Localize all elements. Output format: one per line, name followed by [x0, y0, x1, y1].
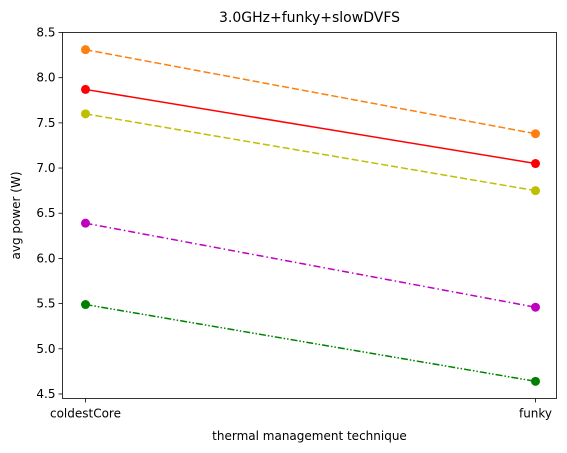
- data-point-3-1: [81, 109, 90, 119]
- series-line-5: [85, 303, 536, 383]
- y-tick-label-4: 6.0: [36, 251, 55, 265]
- series-line-2: [85, 88, 536, 165]
- plot-marks: [81, 45, 540, 386]
- y-axis: 4.5 5.0 5.5 6.0 6.5 7.0 7.5 8.0 8.5: [36, 26, 63, 401]
- x-tick-label-2: funky: [519, 407, 552, 421]
- y-tick-label-2: 5.0: [36, 342, 55, 356]
- data-point-1-2: [531, 129, 540, 139]
- series-line-3: [85, 113, 536, 192]
- y-tick-label-1: 4.5: [36, 387, 55, 401]
- chart-title: 3.0GHz+funky+slowDVFS: [219, 10, 400, 26]
- data-point-2-1: [81, 84, 90, 94]
- series-line-4: [85, 222, 536, 308]
- data-point-4-1: [81, 218, 90, 228]
- x-tick-label-1: coldestCore: [50, 407, 121, 421]
- y-tick-label-7: 7.5: [36, 116, 55, 130]
- y-tick-label-9: 8.5: [36, 26, 55, 40]
- data-point-5-2: [531, 376, 540, 386]
- x-axis-label: thermal management technique: [212, 429, 407, 443]
- data-point-4-2: [531, 302, 540, 312]
- y-tick-label-8: 8.0: [36, 71, 55, 85]
- data-point-5-1: [81, 300, 90, 310]
- x-axis: coldestCore funky: [50, 398, 552, 421]
- series-line-1: [85, 48, 536, 135]
- y-tick-label-5: 6.5: [36, 206, 55, 220]
- data-point-3-2: [531, 186, 540, 196]
- y-tick-label-3: 5.5: [36, 297, 55, 311]
- plot-frame: [62, 32, 557, 399]
- y-tick-label-6: 7.0: [36, 161, 55, 175]
- data-point-2-2: [531, 159, 540, 169]
- data-point-1-1: [81, 45, 90, 55]
- y-axis-label: avg power (W): [9, 171, 23, 259]
